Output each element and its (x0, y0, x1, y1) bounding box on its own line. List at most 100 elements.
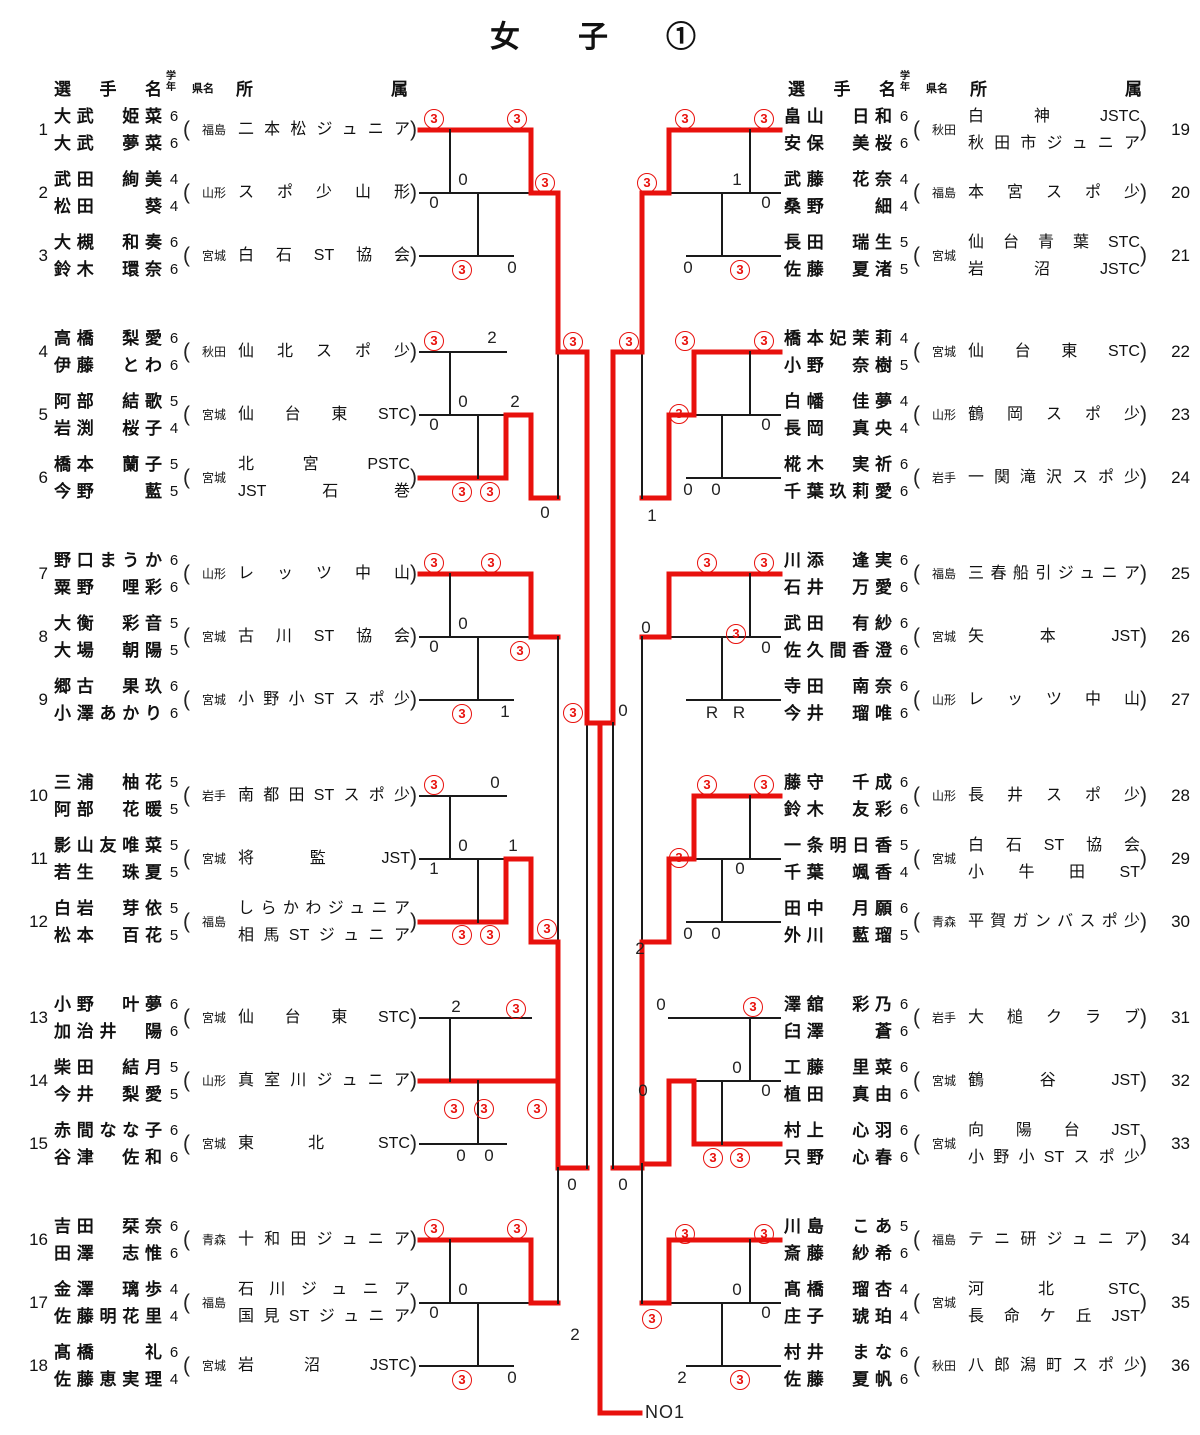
score-value: 0 (683, 480, 693, 499)
player-name-2: 佐藤 夏渚 (784, 260, 892, 279)
player-names: 藤守 千成 鈴木 友彩 (784, 769, 892, 823)
grade-1: 4 (169, 1281, 179, 1298)
close-paren: ) (1140, 244, 1147, 267)
seed-number: 6 (38, 468, 48, 487)
player-name-2: 安保 美桜 (784, 134, 892, 153)
score-circled-3: 3 (726, 624, 746, 644)
score-value: 0 (641, 618, 651, 637)
grade-1: 5 (169, 615, 179, 632)
grade-2: 5 (169, 927, 179, 944)
prefecture: 秋田 (931, 123, 956, 137)
prefecture: 宮城 (201, 408, 226, 422)
affiliation-line: 秋田市ジュニア (968, 135, 1140, 152)
grade-1: 6 (899, 552, 909, 569)
close-paren: ) (1140, 403, 1147, 426)
score-circled-3: 3 (675, 331, 695, 351)
score-circled-3: 3 (452, 482, 472, 502)
affiliation: 白石ST協会 小牛田ST (968, 832, 1140, 886)
entry-row: 21 長田 瑞生 佐藤 夏渚 5 5(宮城 仙台青葉STC 岩沼JSTC) (780, 229, 1200, 283)
affiliation: 二本松ジュニア (238, 103, 410, 157)
seed-number: 22 (1171, 342, 1190, 361)
score-value: R (705, 703, 719, 722)
score-value: 0 (429, 637, 439, 656)
seed-number: 24 (1171, 468, 1190, 487)
entry-row: 32 工藤 里菜 植田 真由 6 6(宮城 鶴谷JST) (780, 1054, 1200, 1108)
player-name-1: 吉田 栞奈 (54, 1217, 162, 1236)
score-circled-3: 3 (480, 925, 500, 945)
player-name-2: 伊藤 とわ (54, 356, 162, 375)
grade-2: 6 (899, 1245, 909, 1262)
prefecture: 宮城 (201, 1359, 226, 1373)
grade-2: 6 (899, 705, 909, 722)
close-paren: ) (410, 1291, 417, 1314)
affiliation-line: 小野小STスポ少 (968, 1149, 1140, 1166)
affiliation: 大槌クラブ (968, 991, 1140, 1045)
entry-row: 4 高橋 梨愛 伊藤 とわ 6 6(秋田 仙北スポ少) (20, 325, 440, 379)
player-name-2: 鈴木 環奈 (54, 260, 162, 279)
player-name-1: 影山友唯菜 (54, 836, 162, 855)
grade-1: 5 (169, 900, 179, 917)
header-grade: 学 年 (166, 71, 176, 93)
affiliation: 東北STC (238, 1117, 410, 1171)
affiliation: 向陽台JST 小野小STスポ少 (968, 1117, 1140, 1171)
grade-2: 6 (169, 705, 179, 722)
affiliation: 本宮スポ少 (968, 166, 1140, 220)
grade-2: 4 (899, 198, 909, 215)
player-name-1: 髙橋 礼 (54, 1343, 162, 1362)
open-paren: ( (913, 1228, 920, 1251)
close-paren: ) (410, 1069, 417, 1092)
affiliation-line: JST石巻 (238, 483, 410, 500)
player-name-1: 村井 まな (784, 1343, 892, 1362)
seed-number: 31 (1171, 1008, 1190, 1027)
affiliation-line: 平賀ガンバスポ少 (968, 913, 1140, 930)
affiliation-line: スポ少山形 (238, 184, 410, 201)
close-paren: ) (1140, 784, 1147, 807)
open-paren: ( (183, 562, 190, 585)
grade-1: 6 (899, 774, 909, 791)
grade-2: 5 (899, 261, 909, 278)
seed-number: 7 (38, 564, 48, 583)
seed-number: 17 (29, 1293, 48, 1312)
seed-number: 5 (38, 405, 48, 424)
open-paren: ( (183, 244, 190, 267)
player-name-2: 谷津 佐和 (54, 1148, 162, 1167)
open-paren: ( (913, 340, 920, 363)
open-paren: ( (913, 1291, 920, 1314)
seed-number: 36 (1171, 1356, 1190, 1375)
open-paren: ( (183, 1132, 190, 1155)
seed-number: 18 (29, 1356, 48, 1375)
open-paren: ( (183, 1291, 190, 1314)
column-header-left: 選 手 名 学 年 県名 所 属 (54, 71, 414, 105)
player-name-2: 外川 藍瑠 (784, 926, 892, 945)
prefecture: 山形 (931, 408, 956, 422)
player-name-1: 高橋 梨愛 (54, 329, 162, 348)
entry-row: 10 三浦 柚花 阿部 花暖 5 5(岩手 南都田STスポ少) (20, 769, 440, 823)
prefecture: 宮城 (201, 1137, 226, 1151)
score-value: 0 (711, 480, 721, 499)
header-affiliation: 所 属 (970, 80, 1142, 99)
score-circled-3: 3 (507, 109, 527, 129)
player-name-2: 千葉 颯香 (784, 863, 892, 882)
entry-row: 2 武田 絢美 松田 葵 4 4(山形 スポ少山形) (20, 166, 440, 220)
player-names: 椛木 実祈 千葉玖莉愛 (784, 451, 892, 505)
affiliation-line: 小牛田ST (968, 864, 1140, 881)
close-paren: ) (410, 562, 417, 585)
affiliation-line: テニ研ジュニア (968, 1231, 1140, 1248)
player-names: 阿部 結歌 岩渕 桜子 (54, 388, 162, 442)
player-name-1: 柴田 結月 (54, 1058, 162, 1077)
seed-number: 20 (1171, 183, 1190, 202)
grade-2: 6 (899, 483, 909, 500)
open-paren: ( (913, 1069, 920, 1092)
seed-number: 12 (29, 912, 48, 931)
grade-2: 5 (169, 642, 179, 659)
player-names: 三浦 柚花 阿部 花暖 (54, 769, 162, 823)
grade-2: 6 (899, 1149, 909, 1166)
affiliation-line: 十和田ジュニア (238, 1231, 410, 1248)
entry-row: 19 畠山 日和 安保 美桜 6 6(秋田 白神JSTC 秋田市ジュニア) (780, 103, 1200, 157)
score-value: 0 (618, 701, 628, 720)
